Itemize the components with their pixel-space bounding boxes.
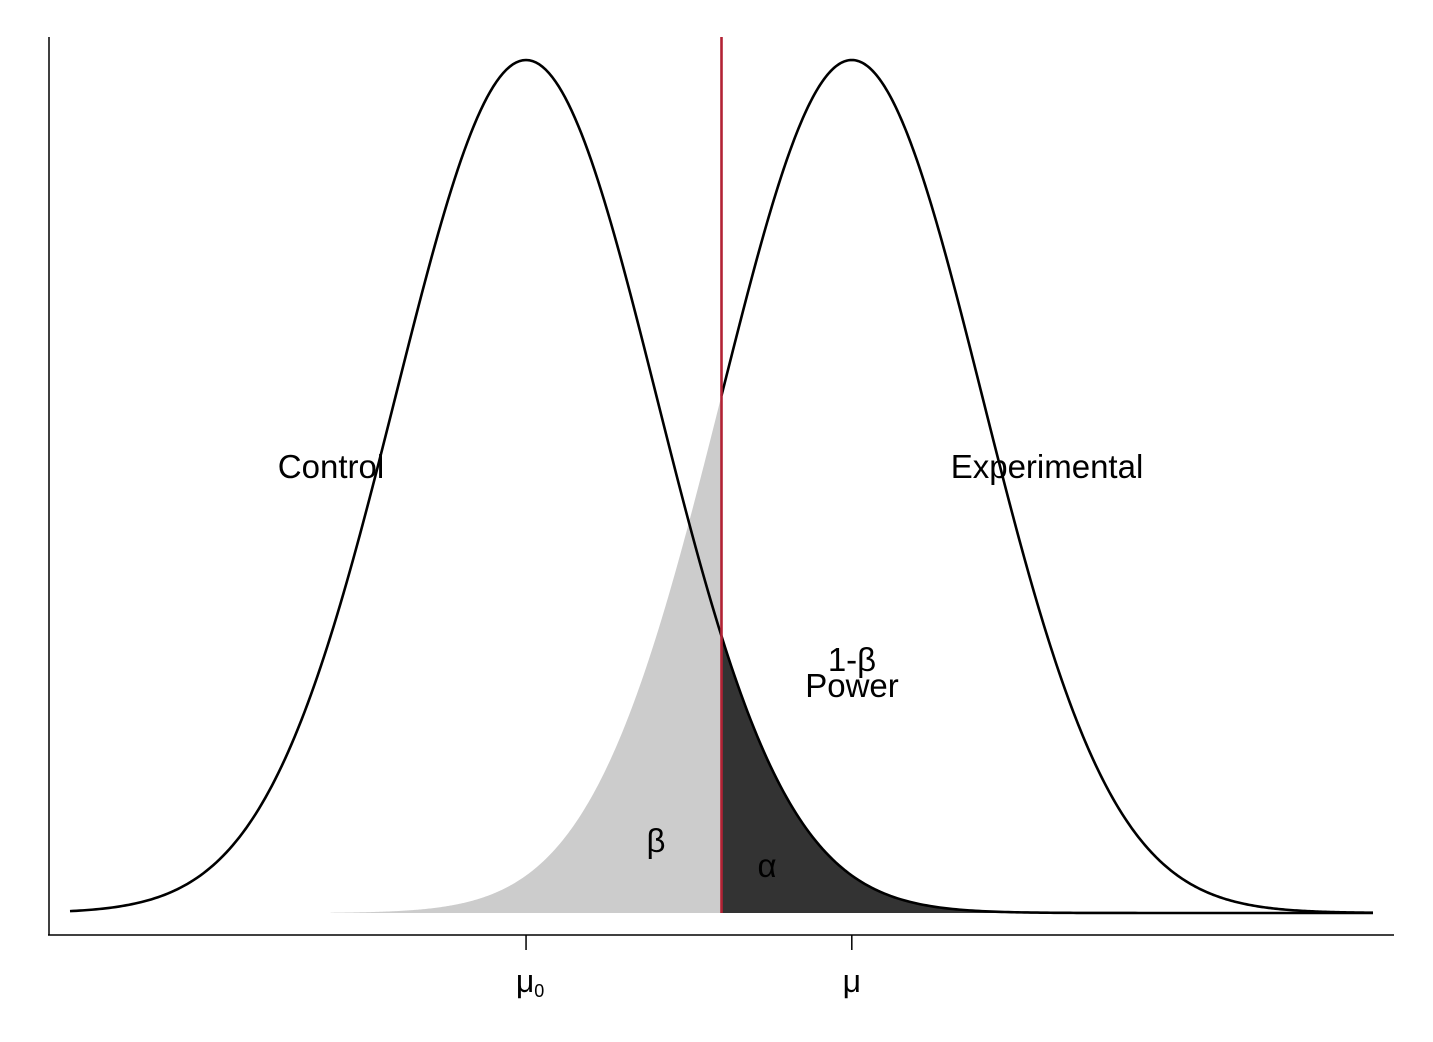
label-alpha: α [757,847,776,884]
alpha-area [721,636,1373,913]
label-experimental: Experimental [951,448,1144,485]
beta-area [330,395,722,913]
label-one-minus-beta: 1-β [828,641,876,678]
x-tick-label-mu: μ [843,963,861,999]
label-power: Power [805,667,899,704]
label-control: Control [278,448,384,485]
experimental-curve [720,58,1374,915]
label-beta: β [647,822,666,859]
x-tick-label-mu0: μ0 [516,963,544,1001]
